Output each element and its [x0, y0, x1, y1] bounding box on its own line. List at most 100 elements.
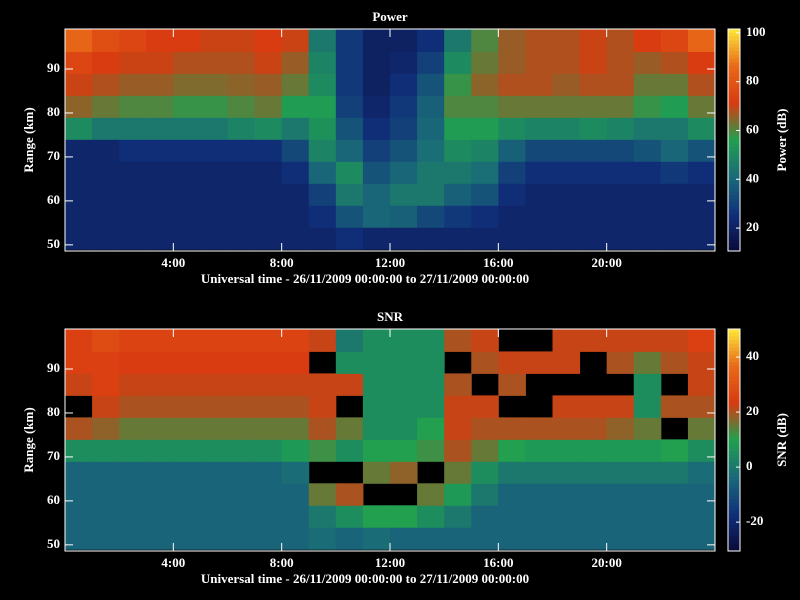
heat-cell: [119, 373, 147, 396]
x-tick-label: 12:00: [375, 555, 405, 570]
colorbar-swatch: [728, 414, 740, 419]
heat-cell: [660, 505, 689, 528]
heat-cell: [552, 227, 581, 250]
colorbar-swatch: [728, 199, 740, 204]
heat-cell: [498, 139, 526, 162]
heat-cell: [200, 51, 228, 74]
colorbar-swatch: [728, 132, 740, 137]
heat-cell: [119, 161, 147, 184]
colorbar-swatch: [728, 473, 740, 478]
heat-cell: [687, 205, 715, 228]
colorbar-swatch: [728, 62, 740, 67]
colorbar-swatch: [728, 43, 740, 48]
heat-cell: [362, 183, 391, 206]
heat-cell: [281, 351, 310, 374]
heat-cell: [444, 29, 472, 52]
colorbar-swatch: [728, 154, 740, 159]
colorbar-swatch: [728, 491, 740, 496]
colorbar-swatch: [728, 128, 740, 134]
heat-cell: [444, 117, 472, 140]
colorbar-swatch: [728, 443, 740, 448]
colorbar-swatch: [728, 517, 740, 522]
colorbar-swatch: [728, 114, 740, 119]
heat-cell: [390, 95, 418, 118]
heat-cell: [281, 205, 310, 228]
heat-cell: [498, 51, 526, 74]
heat-cell: [173, 117, 201, 140]
heat-cell: [552, 95, 581, 118]
heat-cell: [687, 505, 715, 528]
colorbar-swatch: [728, 69, 740, 74]
heat-cell: [579, 161, 608, 184]
colorbar-swatch: [728, 477, 740, 482]
heat-cell: [552, 73, 581, 96]
heat-cell: [633, 183, 662, 206]
heat-cell: [633, 483, 662, 506]
colorbar-swatch: [728, 214, 740, 219]
heat-cell: [335, 439, 364, 462]
colorbar-swatch: [728, 239, 740, 245]
heat-cell: [92, 29, 120, 52]
heat-cell: [65, 51, 93, 74]
heat-cell: [525, 205, 553, 228]
colorbar-swatch: [728, 221, 740, 226]
heat-cell: [444, 373, 472, 396]
colorbar-swatch: [728, 440, 740, 445]
colorbar-swatch: [728, 58, 740, 63]
heat-cell: [552, 351, 581, 374]
heat-cell: [146, 73, 174, 96]
heat-cell: [308, 373, 337, 396]
heat-cell: [227, 117, 256, 140]
heat-cell: [390, 505, 418, 528]
heat-cell: [444, 161, 472, 184]
colorbar-swatch: [728, 180, 740, 185]
heat-cell: [471, 161, 499, 184]
heat-cell: [606, 483, 635, 506]
colorbar-swatch: [728, 514, 740, 519]
heat-cell: [119, 205, 147, 228]
heat-cell: [390, 205, 418, 228]
y-tick-label: 70: [47, 148, 60, 163]
heat-cell: [633, 205, 662, 228]
heat-cell: [498, 483, 526, 506]
x-tick-label: 12:00: [375, 255, 405, 270]
heat-cell: [65, 29, 93, 52]
heat-cell: [200, 139, 228, 162]
heat-cell: [173, 139, 201, 162]
heat-cell: [173, 205, 201, 228]
heat-cell: [281, 51, 310, 74]
heat-cell: [471, 73, 499, 96]
heat-cell: [471, 527, 499, 550]
heat-cell: [579, 95, 608, 118]
heat-cell: [173, 227, 201, 250]
heat-cell: [579, 117, 608, 140]
heat-cell: [200, 227, 228, 250]
heat-cell: [308, 417, 337, 440]
colorbar-swatch: [728, 469, 740, 474]
heat-cell: [579, 139, 608, 162]
colorbar-swatch: [728, 191, 740, 196]
heat-cell: [525, 161, 553, 184]
heat-cell: [660, 351, 689, 374]
heat-cell: [308, 483, 337, 506]
heat-cell: [362, 505, 391, 528]
heat-cell: [146, 527, 174, 550]
heat-cell: [227, 505, 256, 528]
colorbar-swatch: [728, 428, 740, 434]
heat-cell: [335, 417, 364, 440]
heat-cell: [525, 505, 553, 528]
heat-cell: [687, 29, 715, 52]
heat-cell: [92, 227, 120, 250]
heat-cell: [498, 439, 526, 462]
heat-cell: [146, 29, 174, 52]
colorbar-swatch: [728, 84, 740, 89]
colorbar-swatch: [728, 391, 740, 397]
heat-cell: [552, 205, 581, 228]
heat-cell: [362, 95, 391, 118]
heat-cell: [660, 227, 689, 250]
colorbar-tick-label: 20: [746, 403, 759, 418]
heat-cell: [335, 227, 364, 250]
heat-cell: [65, 117, 93, 140]
heat-cell: [552, 461, 581, 484]
heat-cell: [119, 439, 147, 462]
